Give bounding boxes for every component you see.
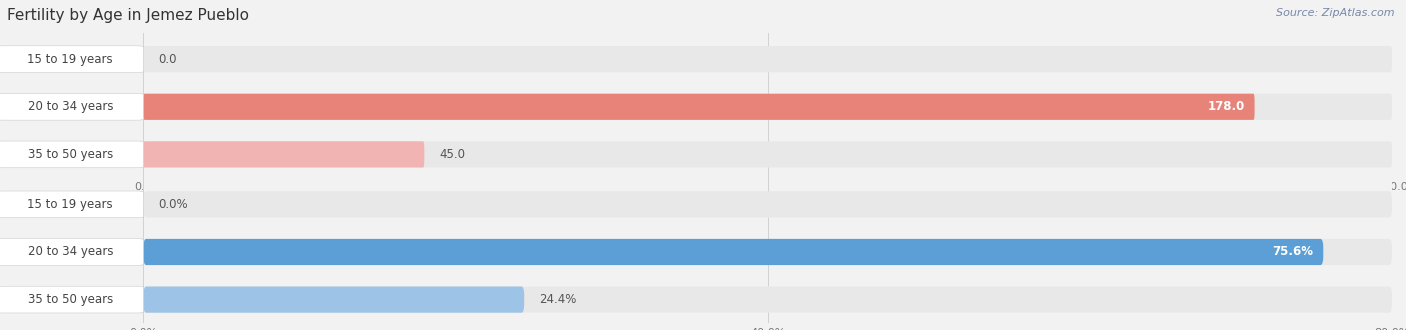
Text: 20 to 34 years: 20 to 34 years [28,246,112,258]
Text: 15 to 19 years: 15 to 19 years [28,53,112,66]
FancyBboxPatch shape [143,286,524,313]
Text: 15 to 19 years: 15 to 19 years [28,198,112,211]
FancyBboxPatch shape [143,46,1392,72]
Text: 24.4%: 24.4% [538,293,576,306]
Text: Source: ZipAtlas.com: Source: ZipAtlas.com [1277,8,1395,18]
FancyBboxPatch shape [143,239,1323,265]
Text: 75.6%: 75.6% [1272,246,1313,258]
FancyBboxPatch shape [143,239,1392,265]
FancyBboxPatch shape [143,286,1392,313]
Text: Fertility by Age in Jemez Pueblo: Fertility by Age in Jemez Pueblo [7,8,249,23]
Text: 35 to 50 years: 35 to 50 years [28,148,112,161]
Text: 0.0: 0.0 [159,53,177,66]
FancyBboxPatch shape [143,141,1392,168]
Text: 178.0: 178.0 [1208,100,1244,113]
Text: 20 to 34 years: 20 to 34 years [28,100,112,113]
FancyBboxPatch shape [143,94,1254,120]
FancyBboxPatch shape [143,191,1392,217]
FancyBboxPatch shape [143,141,425,168]
Text: 35 to 50 years: 35 to 50 years [28,293,112,306]
Text: 45.0: 45.0 [439,148,465,161]
FancyBboxPatch shape [143,94,1392,120]
Text: 0.0%: 0.0% [159,198,188,211]
